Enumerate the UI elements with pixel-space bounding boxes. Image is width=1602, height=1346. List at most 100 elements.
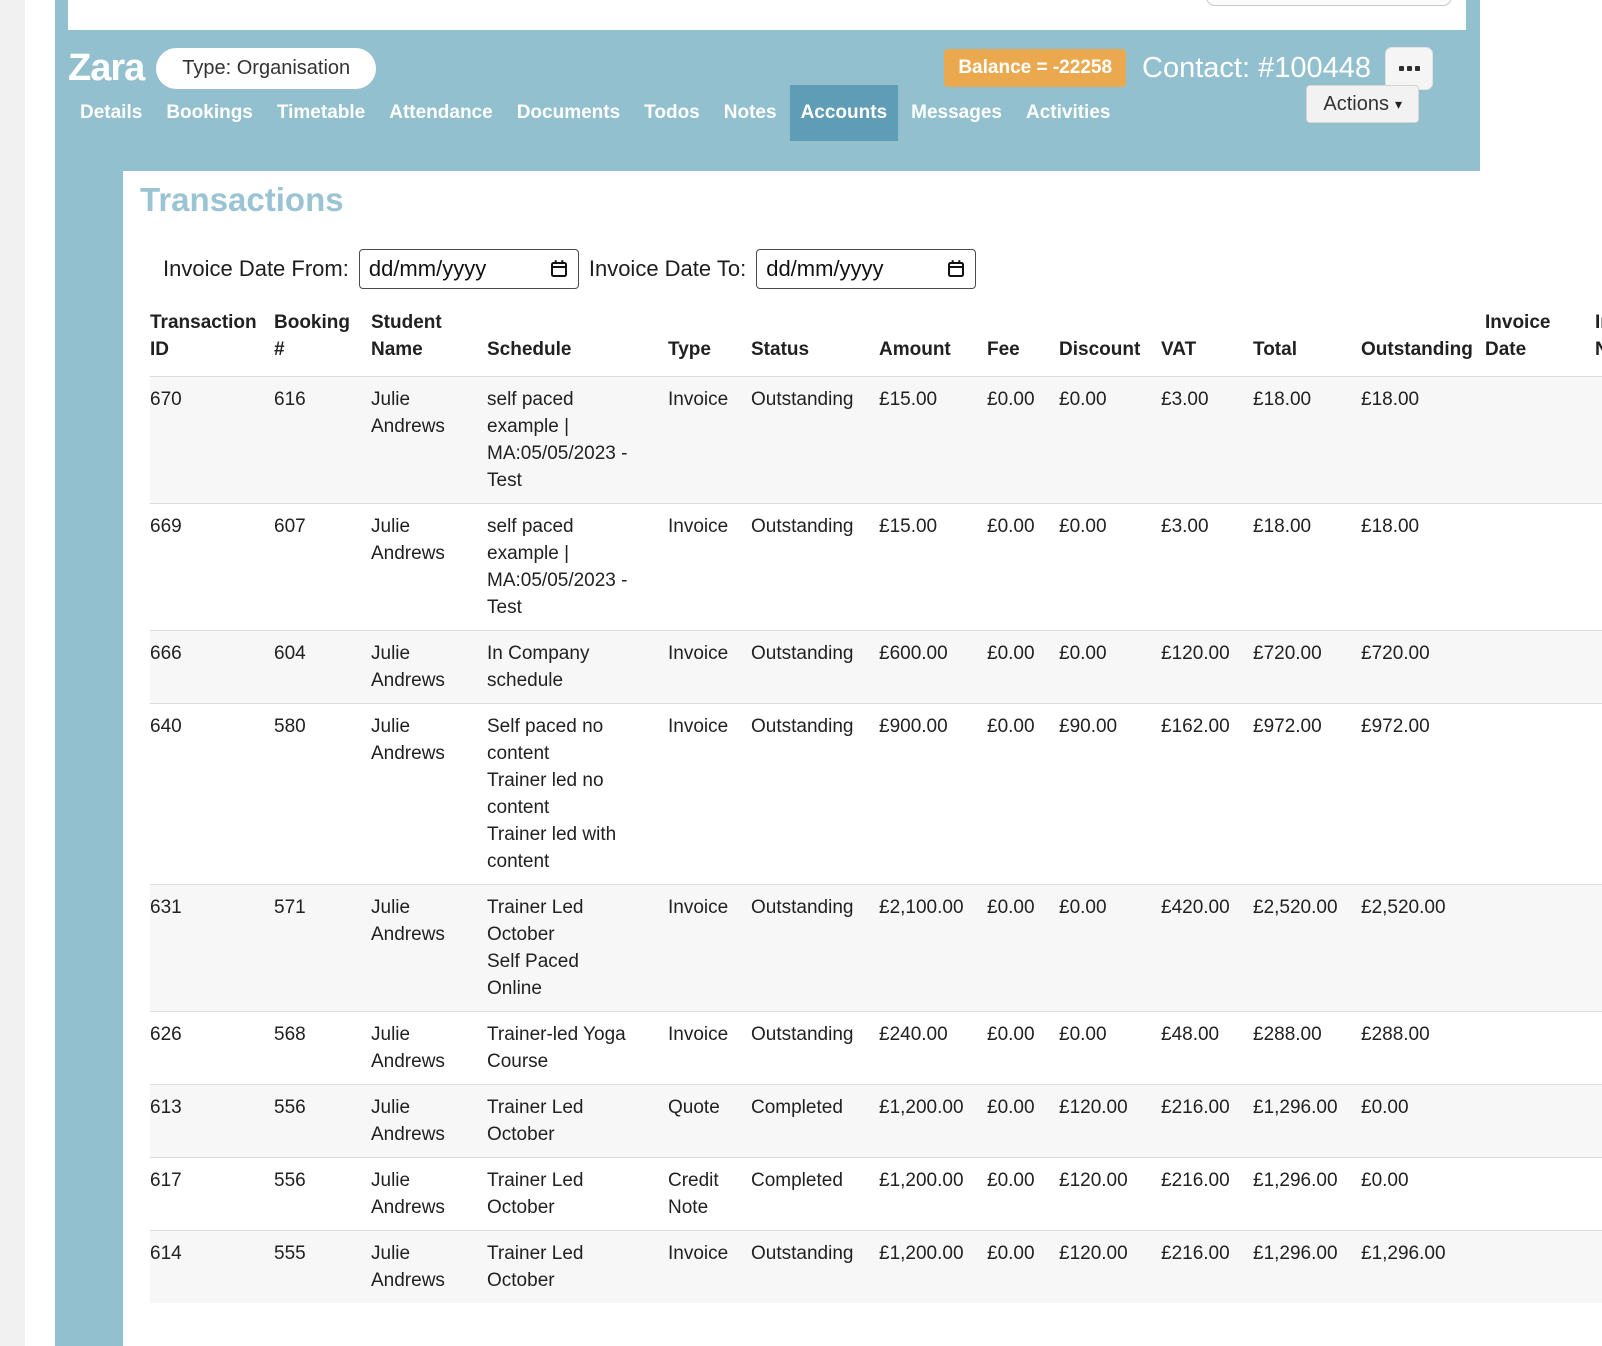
cell-total: £18.00 <box>1253 389 1312 410</box>
cell-invoice-number <box>1595 885 1602 1012</box>
transactions-table: Transaction ID Booking # Student Name Sched… <box>150 295 1602 1303</box>
cell-transaction-id: 670 <box>150 389 182 410</box>
column-header: Student Name <box>371 295 487 377</box>
contact-header: Zara Type: Organisation Balance = -22258… <box>68 44 1467 92</box>
table-row: 626 568 Julie Andrews Trainer-led Yoga Cour… <box>150 1011 1602 1085</box>
cell-transaction-id: 631 <box>150 897 182 918</box>
cell-invoice-number <box>1595 1158 1602 1231</box>
cell-amount: £600.00 <box>879 643 948 664</box>
cell-invoice-number <box>1595 377 1602 504</box>
tab-notes[interactable]: Notes <box>723 102 777 123</box>
cell-type: Invoice <box>668 389 729 410</box>
cell-student: Julie Andrews <box>371 1097 445 1145</box>
cell-vat: £3.00 <box>1161 389 1209 410</box>
cell-outstanding: £972.00 <box>1361 716 1430 737</box>
cell-booking: 571 <box>274 897 306 918</box>
cell-student: Julie Andrews <box>371 716 445 764</box>
cell-vat: £216.00 <box>1161 1243 1230 1264</box>
column-header: Outstanding <box>1361 295 1485 377</box>
cell-type: Invoice <box>668 643 729 664</box>
table-row: 666 604 Julie Andrews In Company schedule In… <box>150 630 1602 704</box>
cell-type: Invoice <box>668 1024 729 1045</box>
column-header: Invoice Date <box>1485 295 1595 377</box>
section-title: Transactions <box>140 181 344 218</box>
cell-student: Julie Andrews <box>371 1170 445 1218</box>
cell-invoice-date <box>1485 704 1595 885</box>
tab-accounts[interactable]: Accounts <box>789 85 899 141</box>
column-header: Status <box>751 295 879 377</box>
tab-timetable[interactable]: Timetable <box>276 102 366 123</box>
cell-amount: £1,200.00 <box>879 1097 964 1118</box>
cell-invoice-number <box>1595 504 1602 631</box>
cell-transaction-id: 626 <box>150 1024 182 1045</box>
cell-discount: £0.00 <box>1059 643 1107 664</box>
calendar-icon <box>550 260 567 277</box>
cell-vat: £216.00 <box>1161 1170 1230 1191</box>
cell-student: Julie Andrews <box>371 516 445 564</box>
tab-documents[interactable]: Documents <box>516 102 621 123</box>
cell-invoice-number <box>1595 1231 1602 1304</box>
tab-activities[interactable]: Activities <box>1025 102 1111 123</box>
tab-details[interactable]: Details <box>80 102 143 123</box>
cell-transaction-id: 669 <box>150 516 182 537</box>
cell-discount: £0.00 <box>1059 1024 1107 1045</box>
cropped-button[interactable] <box>1206 0 1452 6</box>
cell-outstanding: £18.00 <box>1361 516 1420 537</box>
cell-vat: £3.00 <box>1161 516 1209 537</box>
cell-amount: £900.00 <box>879 716 948 737</box>
column-header: Invoice Number <box>1595 295 1602 377</box>
cell-discount: £120.00 <box>1059 1097 1128 1118</box>
column-header: Amount <box>879 295 987 377</box>
invoice-date-from-input[interactable]: dd/mm/yyyy <box>358 249 579 289</box>
cell-amount: £15.00 <box>879 389 938 410</box>
cell-booking: 555 <box>274 1243 306 1264</box>
cell-transaction-id: 666 <box>150 643 182 664</box>
more-options-button[interactable] <box>1385 46 1433 90</box>
date-placeholder: dd/mm/yyyy <box>766 256 884 281</box>
cell-discount: £90.00 <box>1059 716 1118 737</box>
cell-discount: £120.00 <box>1059 1243 1128 1264</box>
actions-button[interactable]: Actions ▾ <box>1306 85 1419 123</box>
column-header: Type <box>668 295 751 377</box>
contact-name: Zara <box>68 46 145 89</box>
tab-messages[interactable]: Messages <box>911 102 1002 123</box>
cell-schedule: Trainer Led October <box>487 1097 584 1145</box>
cell-discount: £0.00 <box>1059 516 1107 537</box>
table-row: 631 571 Julie Andrews Trainer Led October Se… <box>150 884 1602 1012</box>
cell-status: Outstanding <box>751 1243 854 1264</box>
cell-vat: £420.00 <box>1161 897 1230 918</box>
table-row: 613 556 Julie Andrews Trainer Led October Qu… <box>150 1084 1602 1158</box>
actions-label: Actions <box>1323 92 1389 115</box>
cell-invoice-date <box>1485 1085 1595 1158</box>
column-header: Schedule <box>487 295 668 377</box>
cell-fee: £0.00 <box>987 1097 1035 1118</box>
table-row: 670 616 Julie Andrews self paced example | … <box>150 376 1602 504</box>
ellipsis-icon <box>1414 65 1420 71</box>
cell-status: Outstanding <box>751 1024 854 1045</box>
cell-amount: £1,200.00 <box>879 1243 964 1264</box>
invoice-date-from-label: Invoice Date From: <box>163 256 349 281</box>
cell-transaction-id: 640 <box>150 716 182 737</box>
tab-attendance[interactable]: Attendance <box>389 102 493 123</box>
cell-outstanding: £1,296.00 <box>1361 1243 1446 1264</box>
cell-amount: £240.00 <box>879 1024 948 1045</box>
table-row: 640 580 Julie Andrews Self paced no content… <box>150 703 1602 885</box>
table-row: 614 555 Julie Andrews Trainer Led October In… <box>150 1230 1602 1304</box>
cell-outstanding: £18.00 <box>1361 389 1420 410</box>
cell-booking: 580 <box>274 716 306 737</box>
cell-invoice-number <box>1595 1012 1602 1085</box>
cell-vat: £216.00 <box>1161 1097 1230 1118</box>
invoice-date-to-input[interactable]: dd/mm/yyyy <box>756 249 977 289</box>
tab-bookings[interactable]: Bookings <box>166 102 253 123</box>
cell-student: Julie Andrews <box>371 643 445 691</box>
date-placeholder: dd/mm/yyyy <box>368 256 487 281</box>
cell-status: Outstanding <box>751 643 854 664</box>
cell-booking: 556 <box>274 1097 306 1118</box>
cell-invoice-date <box>1485 1231 1595 1304</box>
table-row: 669 607 Julie Andrews self paced example | … <box>150 503 1602 631</box>
column-header: VAT <box>1161 295 1253 377</box>
cell-type: Invoice <box>668 716 729 737</box>
column-header: Fee <box>987 295 1059 377</box>
tab-todos[interactable]: Todos <box>644 102 700 123</box>
